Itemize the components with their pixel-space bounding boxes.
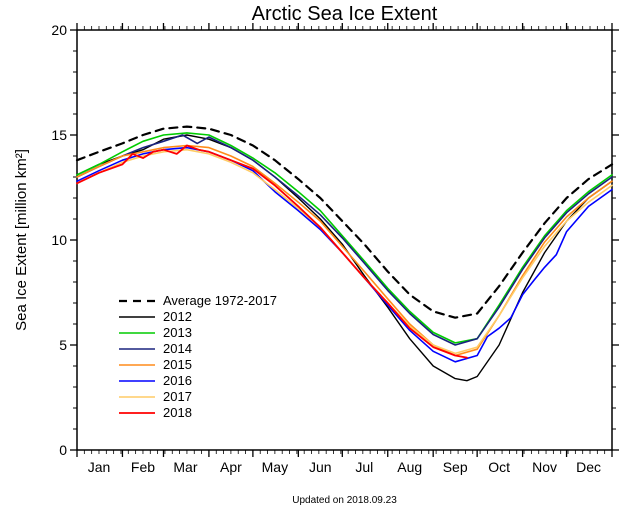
legend-label-y2017: 2017 xyxy=(163,389,192,404)
chart-footer: Updated on 2018.09.23 xyxy=(292,495,397,506)
y-tick-label: 0 xyxy=(59,442,67,458)
series-y2012 xyxy=(77,135,612,381)
legend-label-y2013: 2013 xyxy=(163,325,192,340)
y-tick-label: 20 xyxy=(51,22,67,38)
legend-label-y2018: 2018 xyxy=(163,405,192,420)
chart-title: Arctic Sea Ice Extent xyxy=(252,3,438,25)
series-y2017 xyxy=(77,150,612,354)
legend-label-y2012: 2012 xyxy=(163,309,192,324)
x-month-label: Feb xyxy=(131,459,155,475)
x-month-label: Aug xyxy=(397,459,422,475)
legend-label-y2014: 2014 xyxy=(163,341,192,356)
chart-svg: Arctic Sea Ice Extent Sea Ice Extent [mil… xyxy=(0,0,640,513)
legend-label-y2016: 2016 xyxy=(163,373,192,388)
x-month-label: May xyxy=(262,459,288,475)
series-avg xyxy=(77,127,612,318)
series-y2015 xyxy=(77,146,612,356)
chart-container: Arctic Sea Ice Extent Sea Ice Extent [mil… xyxy=(0,0,640,513)
series-y2018 xyxy=(77,146,467,358)
x-month-label: Jun xyxy=(309,459,332,475)
x-month-label: Jan xyxy=(88,459,111,475)
x-month-label: Apr xyxy=(220,459,242,475)
y-axis-label: Sea Ice Extent [million km²] xyxy=(13,149,30,331)
x-month-label: Oct xyxy=(488,459,510,475)
x-month-label: Dec xyxy=(576,459,601,475)
x-month-label: Sep xyxy=(443,459,468,475)
x-month-label: Mar xyxy=(173,459,197,475)
y-tick-label: 5 xyxy=(59,337,67,353)
y-tick-label: 15 xyxy=(51,127,67,143)
y-tick-label: 10 xyxy=(51,232,67,248)
series-y2013 xyxy=(77,133,612,343)
legend-label-y2015: 2015 xyxy=(163,357,192,372)
x-month-label: Nov xyxy=(532,459,557,475)
x-month-label: Jul xyxy=(355,459,373,475)
legend-label-avg: Average 1972-2017 xyxy=(163,293,277,308)
